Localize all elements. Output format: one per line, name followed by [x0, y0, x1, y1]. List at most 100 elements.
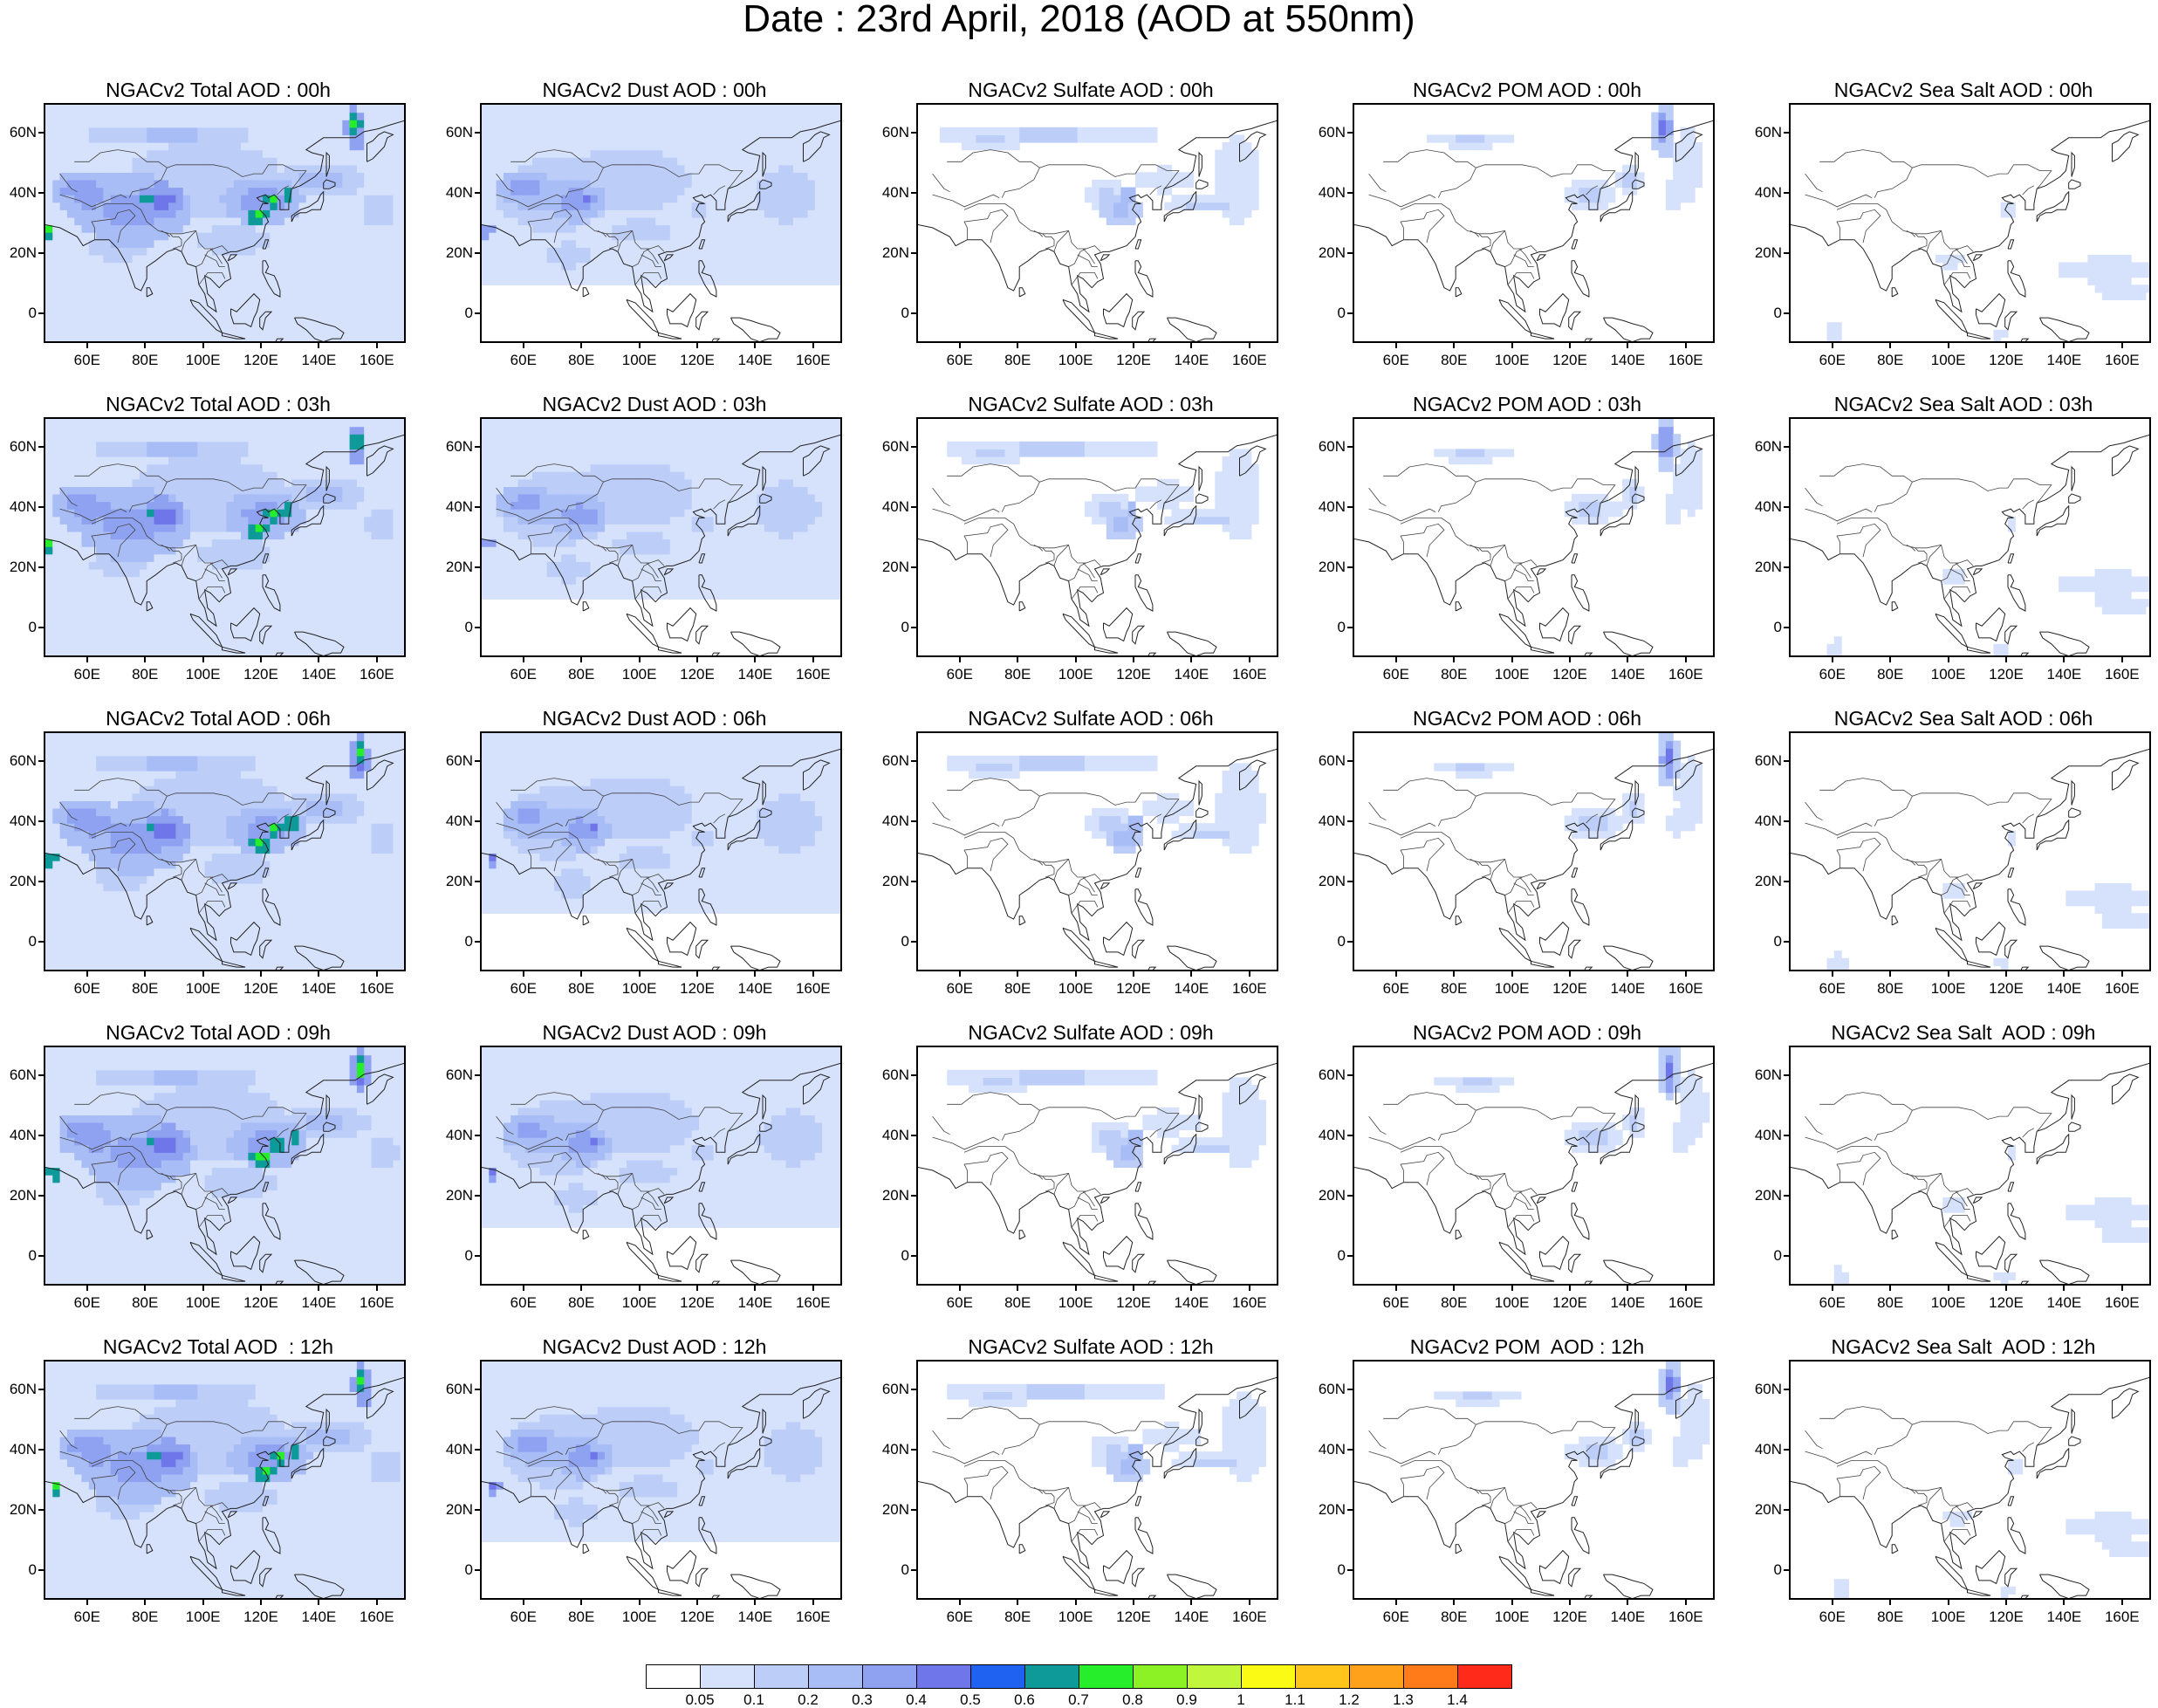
aod-cell [757, 127, 765, 135]
aod-cell [263, 254, 271, 264]
aod-cell [342, 531, 351, 540]
aod-cell [807, 172, 816, 181]
aod-cell [132, 277, 140, 285]
aod-cell [597, 247, 606, 256]
aod-cell [291, 292, 300, 300]
aod-cell [59, 628, 68, 637]
aod-cell [263, 314, 271, 323]
aod-cell [305, 254, 314, 264]
aod-cell [190, 105, 198, 113]
aod-cell [118, 531, 126, 540]
aod-cell [778, 187, 787, 195]
aod-cell [74, 524, 83, 532]
aod-cell [211, 277, 220, 285]
aod-cell [1469, 142, 1478, 151]
aod-cell [583, 105, 592, 113]
aod-cell [226, 531, 235, 540]
aod-cell [233, 216, 242, 226]
aod-cell [139, 599, 147, 607]
aod-cell [785, 232, 794, 241]
lat-tick-label: 40N [1754, 184, 1782, 202]
aod-cell [1629, 172, 1638, 181]
aod-cell [277, 157, 285, 166]
aod-cell [74, 262, 83, 271]
aod-cell [320, 531, 329, 540]
aod-cell [298, 187, 307, 195]
aod-cell [168, 202, 176, 210]
country-border [1478, 233, 1491, 250]
aod-cell [118, 471, 126, 480]
aod-cell [655, 216, 664, 226]
aod-cell [291, 599, 300, 607]
aod-cell [568, 262, 577, 271]
aod-cell [110, 299, 119, 308]
aod-cell [750, 134, 757, 143]
aod-cell [81, 322, 90, 331]
aod-cell [327, 441, 336, 449]
aod-cell [669, 127, 678, 135]
aod-cell [641, 112, 649, 120]
aod-cell [313, 307, 321, 316]
aod-cell [662, 127, 671, 135]
aod-cell [335, 172, 343, 181]
aod-cell [139, 584, 147, 593]
aod-cell [197, 568, 206, 578]
aod-cell [641, 149, 649, 158]
aod-cell [270, 509, 278, 518]
aod-cell [1250, 157, 1259, 166]
aod-cell [517, 262, 526, 271]
aod-cell [255, 172, 264, 181]
aod-cell [139, 292, 147, 300]
aod-cell [270, 486, 278, 495]
aod-cell [52, 426, 61, 435]
aod-cell [125, 187, 134, 195]
aod-cell [270, 202, 278, 210]
aod-cell [327, 314, 336, 323]
aod-cell [619, 105, 627, 113]
aod-cell [45, 621, 53, 630]
aod-cell [720, 187, 729, 195]
aod-cell [378, 224, 387, 233]
aod-cell [204, 606, 213, 614]
aod-cell [118, 621, 126, 630]
aod-cell [241, 463, 249, 472]
coastline [1584, 338, 1593, 341]
aod-cell [524, 149, 533, 158]
aod-cell [524, 224, 533, 233]
aod-cell [298, 456, 307, 465]
aod-cell [88, 134, 97, 143]
aod-cell [66, 277, 75, 285]
aod-cell [371, 292, 380, 300]
aod-cell [655, 232, 664, 241]
aod-cell [792, 164, 801, 173]
aod-cell [110, 471, 119, 480]
aod-cell [814, 112, 823, 120]
aod-cell [728, 202, 736, 210]
aod-cell [66, 651, 75, 655]
aod-cell [175, 419, 184, 428]
aod-cell [757, 202, 765, 210]
aod-cell [305, 247, 314, 256]
aod-cell [641, 187, 649, 195]
aod-cell [349, 187, 358, 195]
aod-cell [393, 606, 401, 614]
aod-cell [349, 216, 358, 226]
aod-cell [211, 509, 220, 518]
aod-cell [691, 209, 700, 218]
aod-cell [634, 254, 642, 264]
aod-cell [226, 164, 235, 173]
aod-cell [583, 239, 592, 248]
aod-cell [634, 224, 642, 233]
aod-cell [125, 157, 134, 166]
aod-cell [699, 216, 707, 226]
aod-cell [197, 254, 206, 264]
aod-cell [255, 292, 264, 300]
aod-cell [1243, 187, 1252, 195]
aod-cell [147, 195, 155, 203]
aod-cell [554, 224, 562, 233]
aod-cell [45, 202, 53, 210]
aod-cell [263, 493, 271, 503]
aod-cell [291, 493, 300, 503]
aod-cell [118, 591, 126, 600]
aod-cell [96, 643, 104, 652]
